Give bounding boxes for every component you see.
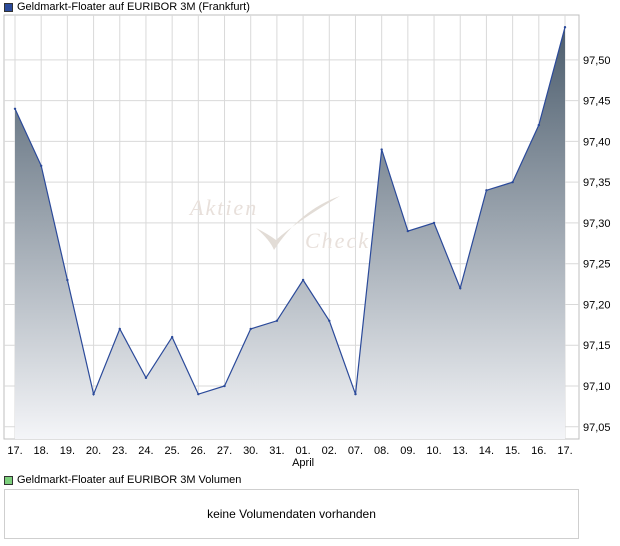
price-legend-swatch	[4, 2, 13, 12]
data-point	[92, 392, 95, 396]
x-tick-label: 27.	[217, 445, 232, 457]
x-tick-label: 31.	[269, 445, 284, 457]
x-tick-label: 18.	[34, 445, 49, 457]
y-tick-label: 97,15	[583, 340, 611, 352]
x-tick-label: 07.	[348, 445, 363, 457]
data-point	[275, 319, 279, 322]
data-point	[511, 180, 514, 184]
data-point	[406, 229, 410, 233]
volume-panel: keine Volumendaten vorhanden	[4, 489, 579, 539]
data-point	[223, 384, 226, 388]
x-tick-label: 13.	[453, 445, 468, 457]
data-point	[432, 221, 436, 225]
x-tick-label: 09.	[400, 445, 415, 457]
x-month-label: April	[292, 457, 314, 469]
x-axis-labels: 17. 18. 19. 20. 23. 24. 25. 26. 27. 30. 31. 01. 02. 0…	[7, 445, 572, 469]
price-legend-label: Geldmarkt-Floater auf EURIBOR 3M (Frankf…	[17, 1, 250, 13]
data-point	[537, 123, 541, 127]
y-tick-label: 97,45	[583, 96, 611, 108]
x-tick-label: 17.	[557, 445, 572, 457]
x-tick-label: 16.	[531, 445, 546, 457]
data-point	[485, 189, 488, 192]
y-tick-label: 97,20	[583, 299, 611, 311]
data-point	[301, 278, 305, 282]
data-point	[66, 278, 69, 282]
y-tick-label: 97,40	[583, 136, 611, 148]
x-tick-label: 14.	[479, 445, 494, 457]
data-point	[197, 392, 200, 396]
x-tick-label: 26.	[191, 445, 206, 457]
data-point	[354, 392, 357, 396]
data-point	[118, 327, 121, 331]
x-tick-label: 25.	[164, 445, 179, 457]
y-tick-label: 97,25	[583, 259, 611, 271]
y-tick-label: 97,50	[583, 55, 611, 67]
x-tick-label: 08.	[374, 445, 389, 457]
y-tick-label: 97,10	[583, 381, 611, 393]
data-point	[249, 327, 252, 331]
data-point	[380, 148, 383, 151]
x-tick-label: 02.	[322, 445, 337, 457]
volume-empty-message: keine Volumendaten vorhanden	[207, 507, 376, 521]
x-tick-label: 15.	[505, 445, 520, 457]
volume-legend-label: Geldmarkt-Floater auf EURIBOR 3M Volumen	[17, 474, 242, 486]
data-point	[170, 335, 174, 339]
price-line	[14, 27, 566, 397]
x-tick-label: 24.	[138, 445, 153, 457]
volume-legend-swatch	[4, 475, 13, 485]
y-axis-labels: 97,05 97,10 97,15 97,20 97,25 97,30 97,35 97,40…	[583, 55, 611, 434]
data-point	[459, 286, 462, 290]
y-tick-label: 97,35	[583, 177, 611, 189]
price-chart: Aktien Check 97,0597,1097,1597,2097,2597…	[3, 14, 611, 469]
y-tick-label: 97,30	[583, 218, 611, 230]
data-point	[13, 107, 17, 110]
y-tick-label: 97,05	[583, 422, 611, 434]
x-tick-label: 10.	[426, 445, 441, 457]
x-tick-label: 23.	[112, 445, 127, 457]
x-tick-label: 01.	[295, 445, 310, 457]
x-tick-label: 30.	[243, 445, 258, 457]
data-point	[328, 319, 331, 322]
data-point	[144, 376, 148, 380]
data-point	[563, 26, 567, 29]
watermark-line1: Aktien	[188, 195, 258, 220]
x-tick-label: 20.	[86, 445, 101, 457]
price-legend: Geldmarkt-Floater auf EURIBOR 3M (Frankf…	[4, 0, 250, 14]
volume-legend: Geldmarkt-Floater auf EURIBOR 3M Volumen	[4, 473, 241, 487]
data-point	[39, 164, 43, 168]
x-tick-label: 17.	[7, 445, 22, 457]
watermark: Aktien Check	[188, 195, 370, 253]
price-area	[15, 27, 565, 439]
data-points	[13, 26, 567, 396]
x-tick-label: 19.	[60, 445, 75, 457]
watermark-line2: Check	[305, 228, 370, 253]
